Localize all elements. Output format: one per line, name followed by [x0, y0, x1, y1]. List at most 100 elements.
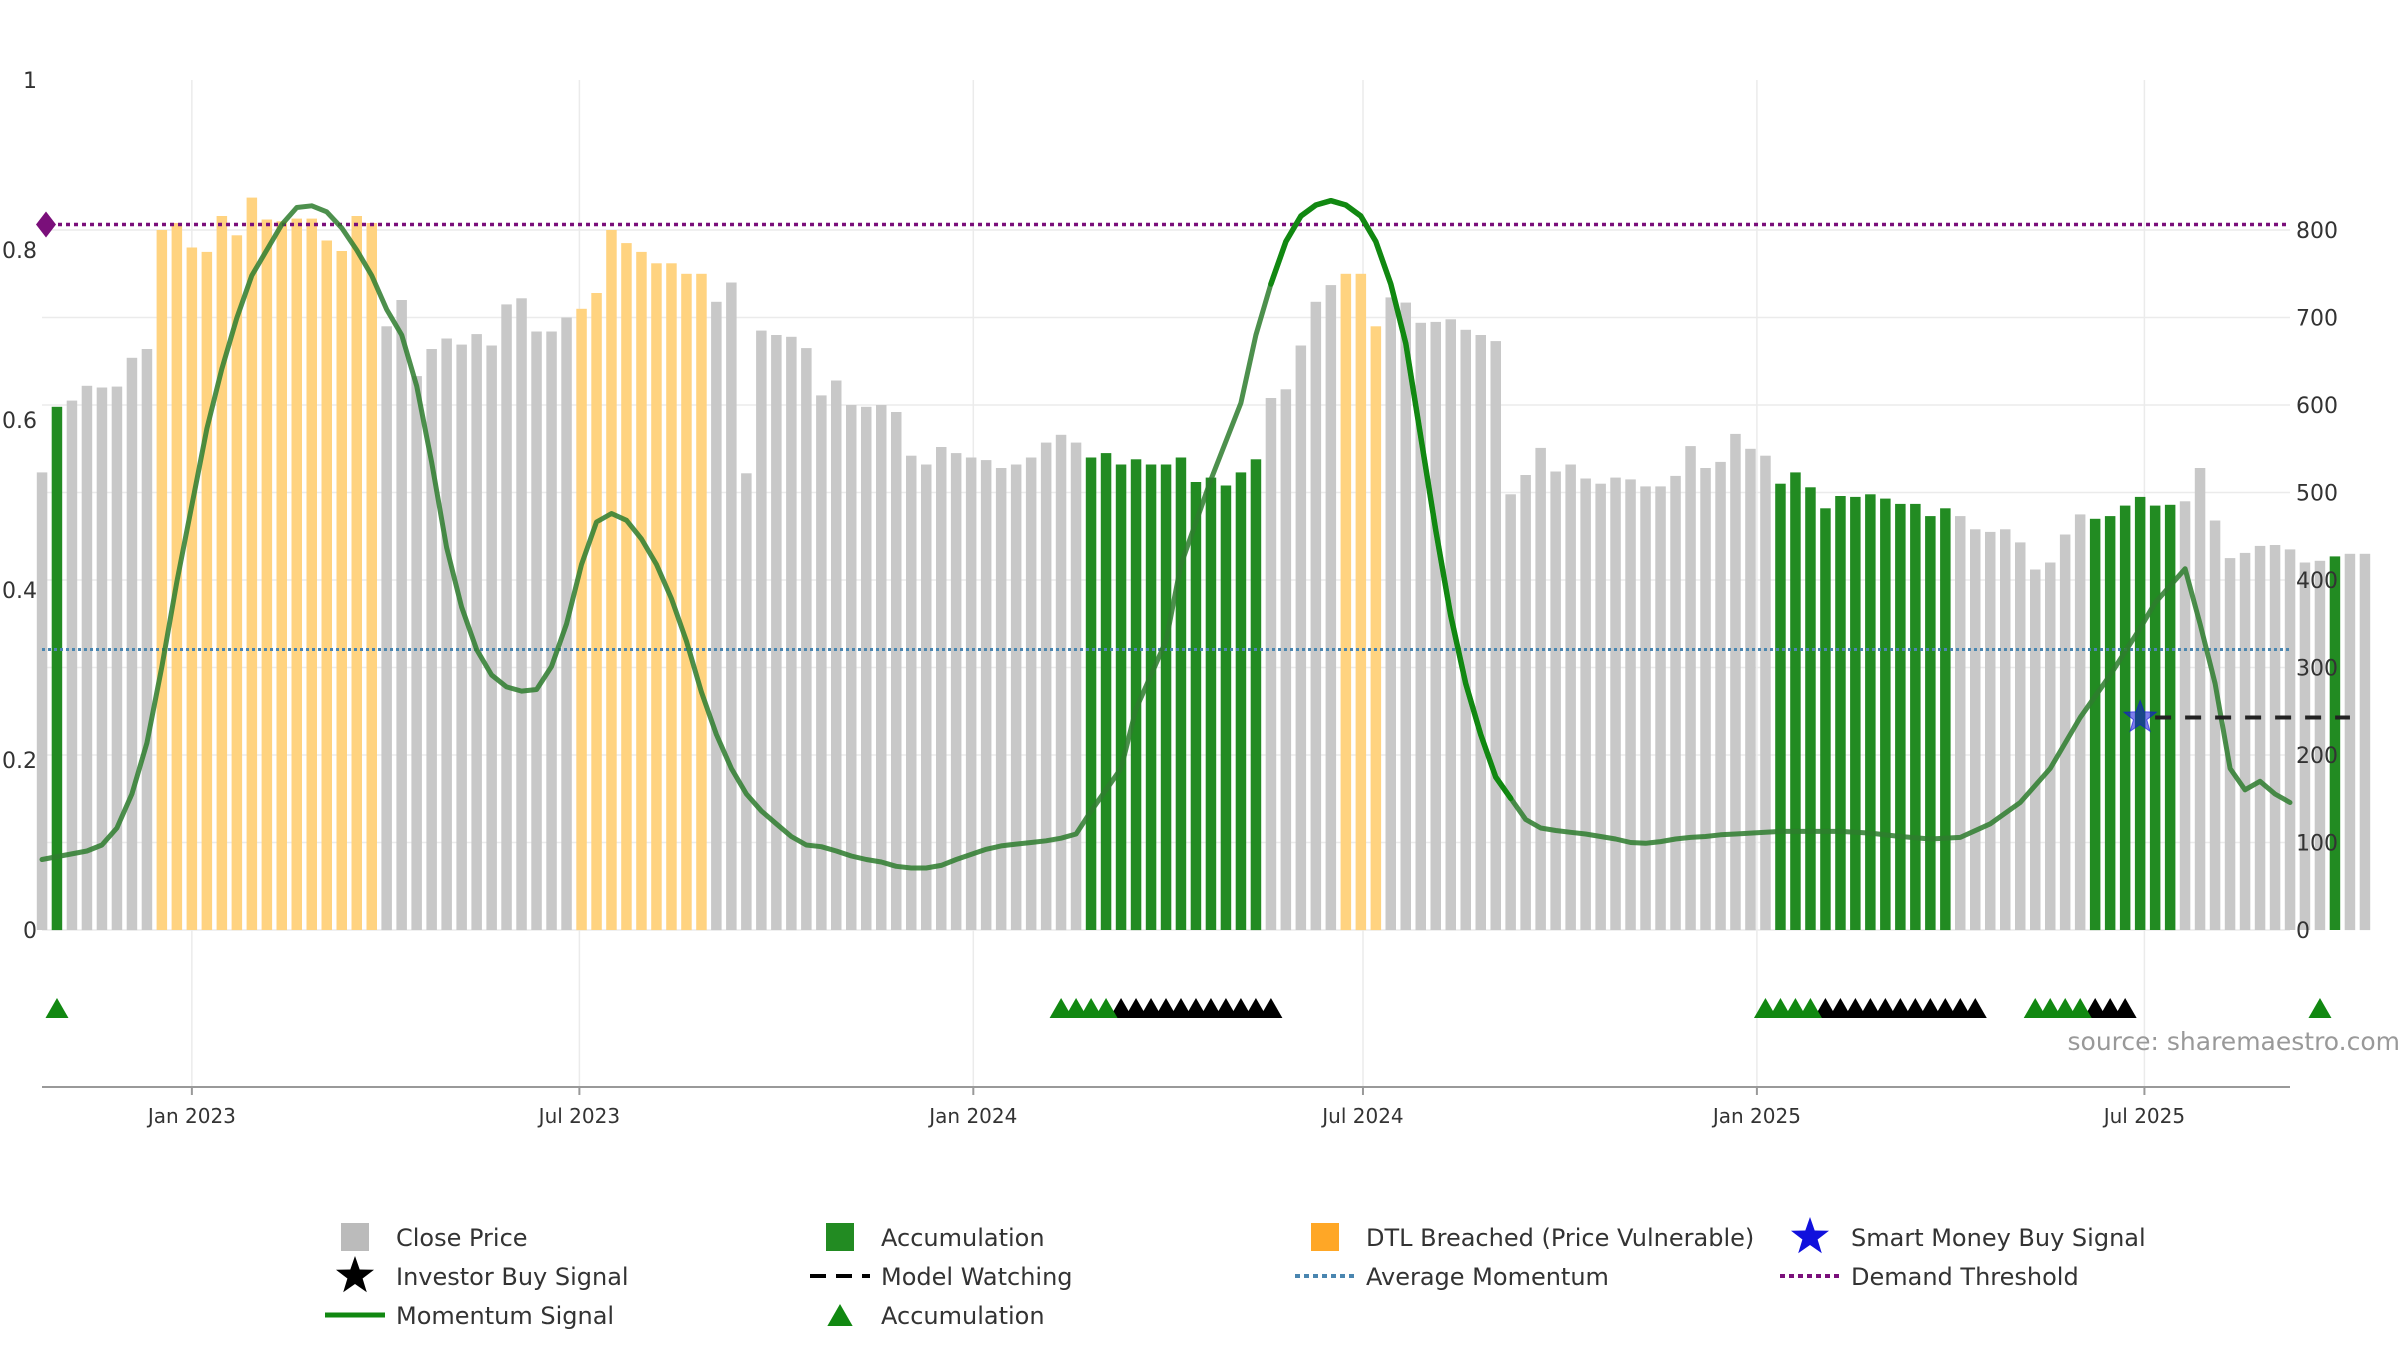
- accumulation-bar: [1895, 504, 1906, 930]
- close-price-bar: [381, 326, 392, 930]
- close-price-bar: [2285, 549, 2296, 930]
- dtl-breached-bar: [247, 198, 258, 930]
- close-price-bar: [546, 332, 557, 931]
- dtl-breached-bar: [636, 252, 647, 930]
- legend-label: Momentum Signal: [396, 1302, 614, 1330]
- x-axis-tick-label: Jul 2024: [1320, 1104, 1403, 1128]
- close-price-bar: [2195, 468, 2206, 930]
- dtl-breached-bar: [576, 309, 587, 930]
- close-price-bar: [1311, 302, 1322, 930]
- x-axis-tick-label: Jul 2025: [2102, 1104, 2185, 1128]
- close-price-bar: [1595, 484, 1606, 930]
- close-price-bar: [861, 407, 872, 930]
- legend-item: Close Price: [341, 1223, 528, 1252]
- close-price-bar: [1491, 341, 1502, 930]
- close-price-bar: [1401, 303, 1412, 930]
- close-price-bar: [1760, 456, 1771, 930]
- left-axis-tick-label: 0: [23, 919, 37, 944]
- close-price-bar: [741, 473, 752, 930]
- dtl-breached-bar: [696, 274, 707, 930]
- legend-label: Smart Money Buy Signal: [1851, 1224, 2146, 1252]
- dtl-breached-bar: [367, 223, 378, 930]
- legend-label: Demand Threshold: [1851, 1263, 2079, 1291]
- dtl-breached-bar: [591, 293, 602, 930]
- close-price-bar: [1685, 446, 1696, 930]
- right-axis-tick-label: 600: [2296, 394, 2338, 419]
- dtl-breached-bar: [621, 243, 632, 930]
- close-price-bar: [1955, 516, 1966, 930]
- close-price-bar: [1985, 532, 1996, 930]
- close-price-bar: [1700, 468, 1711, 930]
- close-price-bar: [1550, 472, 1561, 931]
- close-price-bar: [906, 456, 917, 930]
- accumulation-bar: [2120, 506, 2131, 930]
- x-axis-tick-label: Jan 2025: [1711, 1104, 1801, 1128]
- close-price-bar: [1281, 389, 1292, 930]
- dtl-breached-bar: [606, 230, 617, 930]
- close-price-bar: [1565, 465, 1576, 931]
- right-axis-tick-label: 500: [2296, 482, 2338, 507]
- x-axis-tick-label: Jul 2023: [537, 1104, 620, 1128]
- dtl-breached-bar: [187, 248, 198, 931]
- accumulation-bar: [1790, 472, 1801, 930]
- close-price-bar: [127, 358, 138, 930]
- dtl-breached-bar: [352, 216, 363, 930]
- close-price-bar: [1580, 479, 1591, 931]
- legend-item: Accumulation: [827, 1302, 1044, 1330]
- legend-item: DTL Breached (Price Vulnerable): [1311, 1223, 1754, 1252]
- legend-swatch-square: [1311, 1223, 1339, 1251]
- close-price-bar: [1071, 443, 1082, 930]
- close-price-bar: [1670, 476, 1681, 930]
- right-axis-tick-label: 100: [2296, 832, 2338, 857]
- legend-item: Average Momentum: [1295, 1263, 1609, 1291]
- close-price-bar: [531, 332, 542, 931]
- accumulation-triangle-marker: [2308, 998, 2331, 1018]
- close-price-bar: [516, 298, 527, 930]
- dtl-breached-bar: [202, 252, 213, 930]
- close-price-bar: [396, 300, 407, 930]
- legend-label: Accumulation: [881, 1224, 1045, 1252]
- right-axis-tick-label: 300: [2296, 657, 2338, 682]
- close-price-bar: [411, 376, 422, 930]
- legend-label: Accumulation: [881, 1302, 1045, 1330]
- close-price-bar: [2255, 546, 2266, 930]
- dtl-breached-bar: [277, 221, 288, 930]
- legend-swatch-star: [336, 1256, 374, 1292]
- dtl-breached-bar: [217, 216, 228, 930]
- close-price-bar: [2270, 545, 2281, 930]
- close-price-bar: [67, 401, 78, 930]
- close-price-bar: [2000, 529, 2011, 930]
- demand-threshold-marker: [36, 212, 56, 238]
- close-price-bar: [2345, 554, 2356, 930]
- legend-item: Investor Buy Signal: [336, 1256, 629, 1292]
- dtl-breached-bar: [1371, 326, 1382, 930]
- legend-label: Average Momentum: [1366, 1263, 1609, 1291]
- accumulation-bar: [1910, 504, 1921, 930]
- accumulation-bar: [1236, 472, 1247, 930]
- accumulation-bar: [1146, 465, 1157, 931]
- dtl-breached-bar: [292, 219, 303, 930]
- accumulation-bar: [1925, 516, 1936, 930]
- accumulation-bar: [1805, 487, 1816, 930]
- close-price-bar: [966, 458, 977, 931]
- accumulation-bar: [1191, 482, 1202, 930]
- close-price-bar: [2240, 553, 2251, 930]
- dtl-breached-bar: [307, 219, 318, 930]
- legend: Close Price Accumulation DTL Breached (Pri…: [325, 1217, 2146, 1330]
- investor-buy-signal-marker: [2114, 998, 2137, 1018]
- accumulation-bar: [1835, 496, 1846, 930]
- close-price-bar: [771, 335, 782, 930]
- close-price-bar: [1625, 479, 1636, 930]
- close-price-bar: [1610, 478, 1621, 930]
- legend-swatch-star: [1791, 1217, 1829, 1253]
- close-price-bar: [711, 302, 722, 930]
- right-axis-tick-label: 800: [2296, 219, 2338, 244]
- accumulation-bar: [1086, 458, 1097, 931]
- left-axis-tick-label: 0.8: [2, 239, 37, 264]
- close-price-bar: [1505, 494, 1516, 930]
- dtl-breached-bar: [651, 263, 662, 930]
- close-price-bar: [1476, 335, 1487, 930]
- accumulation-bar: [1221, 486, 1232, 931]
